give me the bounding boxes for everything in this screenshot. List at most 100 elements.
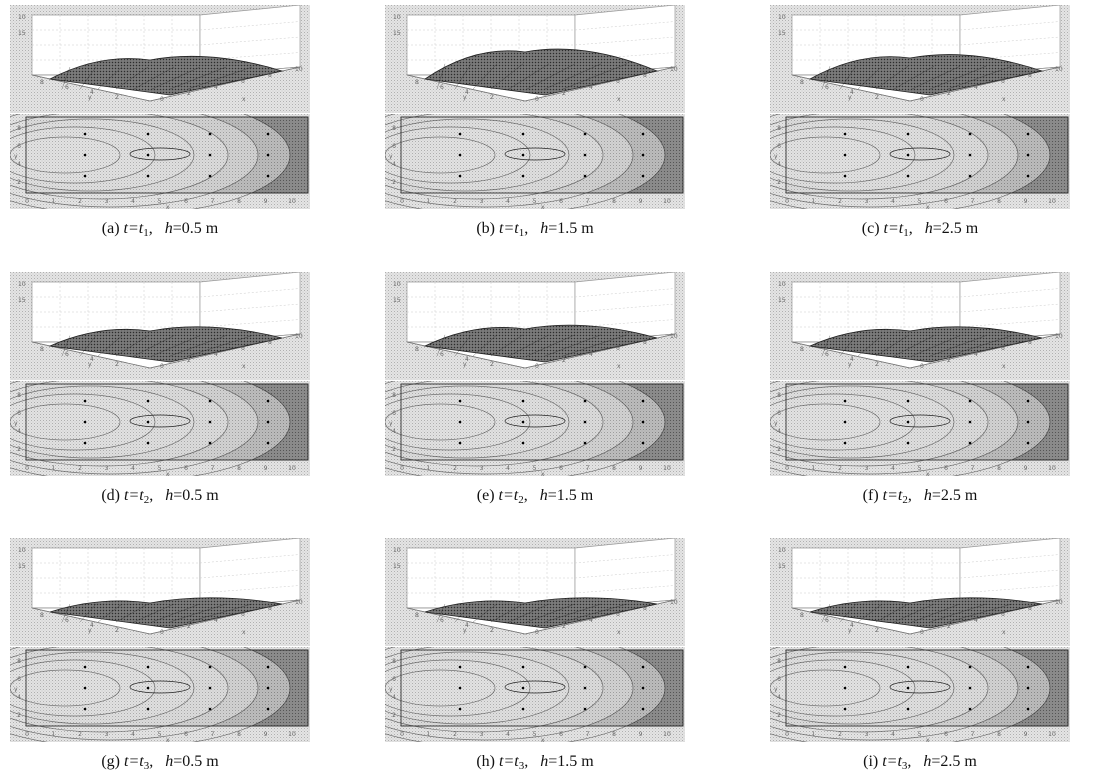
y-tick-label: 8: [415, 79, 419, 86]
y-tick-label: 2: [115, 361, 119, 368]
y-tick-label: 4: [850, 622, 854, 629]
time-label: t=t: [883, 220, 904, 237]
x-tick-label: 1: [812, 198, 816, 205]
sensor-dot: [843, 399, 847, 403]
y-tick-label: 2: [875, 94, 879, 101]
x-tick-label: 2: [78, 465, 82, 472]
x-tick-label: 9: [1024, 465, 1028, 472]
z-tick-label: 15: [18, 297, 26, 304]
x-tick-label: 3: [865, 731, 869, 738]
x-tick-label: 9: [639, 465, 643, 472]
sensor-dot: [83, 441, 87, 445]
height-label: h=1.5 m: [540, 220, 594, 237]
sensor-dot: [458, 665, 462, 669]
sensor-dot: [208, 399, 212, 403]
sensor-dot: [208, 132, 212, 136]
x-tick-label: 0: [25, 198, 29, 205]
x-tick-label: 10: [663, 198, 671, 205]
x-tick-label: 6: [616, 78, 620, 85]
x-tick-label: 0: [160, 629, 164, 636]
y-tick-label: 6: [825, 84, 829, 91]
x-tick-label: 10: [1055, 333, 1063, 340]
sensor-dot: [968, 153, 972, 157]
y-axis-letter: y: [14, 420, 18, 427]
x-tick-label: 4: [506, 465, 510, 472]
y-tick-label: 8: [777, 125, 781, 132]
y-tick-label: 6: [17, 143, 21, 150]
y-tick-label: 4: [465, 356, 469, 363]
x-tick-label: 0: [785, 731, 789, 738]
sensor-dot: [641, 399, 645, 403]
x-tick-label: 5: [533, 731, 537, 738]
x-axis-letter: x: [541, 204, 545, 209]
x-axis-letter: x: [541, 471, 545, 476]
x-axis-letter: x: [1002, 96, 1006, 103]
y-tick-label: 4: [90, 622, 94, 629]
sensor-dot: [843, 707, 847, 711]
figure-panel-h: 10 15 8 6 4 2 0 2 4 6 8 10 y x 0 1 2 3 4 5 6 7 8 9 10 8 6 4 2 y x (h) t…: [385, 538, 685, 772]
contour-plot-e: 0 1 2 3 4 5 6 7 8 9 10 8 6 4 2 y x: [385, 381, 685, 476]
figure-panel-g: 10 15 8 6 4 2 0 2 4 6 8 10 y x 0 1 2 3 4 5 6 7 8 9 10 8 6 4 2 y x (g) t…: [10, 538, 310, 772]
figure-panel-a: 10 15 8 6 4 2 0 2 4 6 8 10 y x 0 1 2 3 4 5 6 7 8 9 10 8 6 4 2 y x (a) t…: [10, 5, 310, 239]
height-label: h=2.5 m: [924, 220, 979, 237]
x-axis-letter: x: [166, 737, 170, 742]
y-tick-label: 2: [115, 627, 119, 634]
z-tick-label: 15: [778, 297, 786, 304]
sensor-dot: [583, 420, 587, 424]
sensor-dot: [208, 441, 212, 445]
y-tick-label: 4: [17, 694, 21, 701]
time-subscript: 1: [143, 227, 149, 239]
height-label: h=0.5 m: [164, 220, 219, 237]
x-tick-label: 0: [535, 363, 539, 370]
caption-separator: ,: [907, 487, 912, 504]
x-tick-label: 0: [785, 198, 789, 205]
y-tick-label: 6: [777, 410, 781, 417]
x-tick-label: 1: [427, 465, 431, 472]
y-tick-label: 8: [777, 658, 781, 665]
y-tick-label: 6: [440, 351, 444, 358]
y-tick-label: 6: [825, 617, 829, 624]
height-label: h=0.5 m: [165, 753, 219, 770]
y-tick-label: 6: [17, 410, 21, 417]
x-tick-label: 10: [288, 198, 296, 205]
y-axis-letter: y: [88, 627, 92, 634]
x-tick-label: 0: [400, 198, 404, 205]
x-tick-label: 8: [237, 731, 241, 738]
x-tick-label: 3: [105, 465, 109, 472]
z-tick-label: 15: [18, 563, 26, 570]
sensor-dot: [521, 174, 525, 178]
sensor-points: [843, 399, 1030, 445]
sensor-dot: [83, 665, 87, 669]
contour-area: [10, 381, 309, 476]
time-subscript: 3: [901, 760, 908, 772]
x-tick-label: 4: [589, 617, 593, 624]
sensor-dot: [458, 153, 462, 157]
x-tick-label: 0: [535, 96, 539, 103]
sensor-dot: [146, 665, 150, 669]
sensor-dot: [968, 420, 972, 424]
z-tick-label: 15: [393, 30, 401, 37]
y-tick-label: 2: [875, 627, 879, 634]
panel-caption: (a) t=t1, h=0.5 m: [10, 219, 310, 239]
surface-mesh: [48, 55, 284, 96]
x-axis-letter: x: [166, 204, 170, 209]
x-tick-label: 10: [1048, 465, 1056, 472]
x-tick-label: 8: [237, 198, 241, 205]
sensor-dot: [521, 399, 525, 403]
x-tick-label: 10: [288, 731, 296, 738]
x-tick-label: 8: [1028, 72, 1032, 79]
sensor-dot: [583, 665, 587, 669]
sensor-dot: [83, 174, 87, 178]
x-tick-label: 8: [997, 731, 1001, 738]
x-tick-label: 5: [533, 198, 537, 205]
z-tick-label: 10: [778, 281, 786, 288]
x-axis-letter: x: [926, 737, 930, 742]
x-tick-label: 2: [947, 90, 951, 97]
contour-area: [385, 114, 684, 209]
surface-mesh: [49, 597, 283, 629]
height-label: h=0.5 m: [165, 487, 219, 504]
sensor-dot: [968, 686, 972, 690]
y-axis-letter: y: [389, 686, 393, 693]
x-tick-label: 0: [160, 96, 164, 103]
y-tick-label: 8: [800, 346, 804, 353]
